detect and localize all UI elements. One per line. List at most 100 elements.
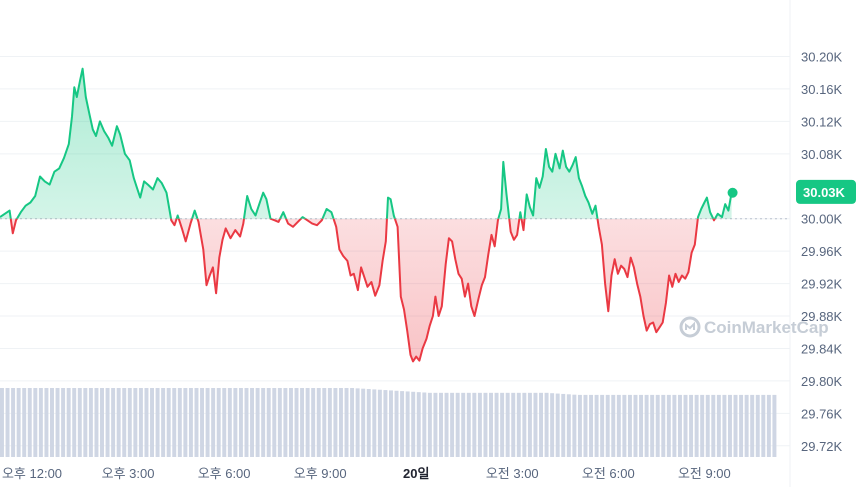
volume-bar [522,392,527,457]
volume-bar [416,392,421,457]
volume-bar [711,394,716,457]
volume-bar [433,392,438,457]
current-price-marker: 30.03K [727,179,856,204]
volume-bar [5,388,10,457]
volume-bar [288,388,293,457]
volume-bar [50,388,54,457]
volume-bar [216,388,221,457]
volume-bar [472,392,477,457]
volume-bar [389,390,393,457]
volume-bar [333,388,338,457]
volume-bar [583,394,588,457]
y-tick-label: 29.84K [801,341,843,356]
area-down [0,218,732,362]
volume-bar [566,394,571,457]
volume-bar [227,388,232,457]
x-tick-label: 오전 9:00 [678,466,731,481]
volume-bar [222,388,227,457]
volume-bar [261,388,266,457]
volume-bar [533,392,538,457]
volume-bar [55,388,60,457]
y-tick-label: 29.72K [801,439,843,454]
x-tick-label: 오전 6:00 [582,466,635,481]
volume-bar [211,388,216,457]
volume-bar [622,394,627,457]
volume-bar [188,388,193,457]
volume-bar [133,388,138,457]
y-tick-label: 30.00K [801,212,843,227]
volume-bar [772,394,777,457]
volume-bar [122,388,127,457]
volume-bar [605,394,610,457]
volume-bar [755,394,760,457]
volume-bar [205,388,210,457]
volume-bar [544,392,549,457]
volume-bar [244,388,249,457]
volume-bar [238,388,243,457]
line-up [0,67,733,219]
volume-bar [427,392,432,457]
volume-bar [316,388,321,457]
volume-bar [494,392,499,457]
line-down [9,218,717,363]
volume-bar [361,388,366,457]
volume-bar [138,388,143,457]
volume-bar [422,392,427,457]
volume-bar [183,388,188,457]
volume-bar [627,394,632,457]
volume-bar [94,388,99,457]
volume-bar [505,392,510,457]
volume-bar [689,394,694,457]
volume-bar [111,388,116,457]
x-tick-label: 오후 12:00 [2,466,62,481]
volume-bar [161,388,166,457]
x-tick-label: 오후 9:00 [294,466,347,481]
volume-bar [355,388,360,457]
volume-bar [383,390,388,457]
volume-bar [511,392,516,457]
volume-bar [33,388,38,457]
current-price-label: 30.03K [803,185,846,200]
volume-bar [444,392,449,457]
volume-bar [116,388,121,457]
volume-bar [761,394,766,457]
volume-bar [77,388,82,457]
volume-bar [411,391,416,457]
volume-bar [311,388,316,457]
volume-bar [750,394,755,457]
volume-bar [394,390,399,457]
volume-bar [177,388,182,457]
volume-bar [377,389,382,457]
y-tick-label: 30.20K [801,49,843,64]
y-tick-label: 29.96K [801,244,843,259]
volume-bar [600,394,605,457]
current-price-dot [727,187,738,198]
x-tick-label: 20일 [403,466,429,481]
volume-bar [594,394,599,457]
volume-bar [327,388,332,457]
y-tick-label: 30.16K [801,82,843,97]
volume-bar [272,388,277,457]
volume-bar [694,394,699,457]
volume-bar [233,388,238,457]
x-tick-label: 오후 6:00 [198,466,251,481]
volume-bar [577,394,582,457]
volume-bar [650,394,655,457]
volume-bars [0,388,777,457]
volume-bar [338,388,343,457]
volume-bar [766,394,771,457]
volume-bar [166,388,171,457]
volume-bar [155,388,160,457]
volume-bar [344,388,349,457]
y-tick-label: 29.80K [801,374,843,389]
volume-bar [439,392,443,457]
x-axis: 오후 12:00 오후 3:00 오후 6:00 오후 9:00 20일 오전 3:00 오… [2,466,731,481]
volume-bar [83,388,88,457]
x-tick-label: 오후 3:00 [102,466,155,481]
volume-bar [366,389,371,457]
volume-bar [516,392,521,457]
volume-bar [739,394,744,457]
volume-bar [127,388,132,457]
